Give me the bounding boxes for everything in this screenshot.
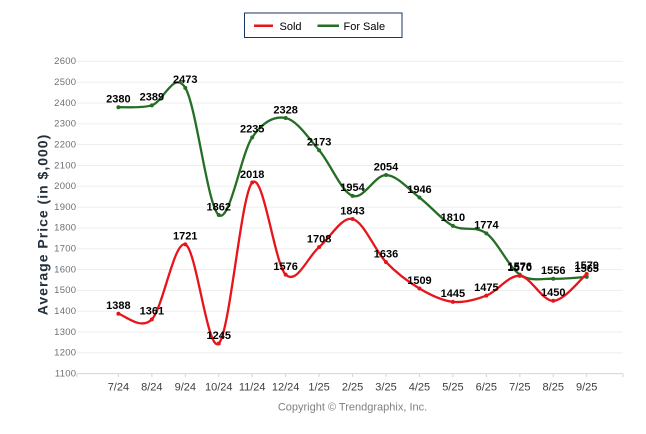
svg-text:1721: 1721 — [173, 231, 197, 243]
svg-text:9/24: 9/24 — [175, 382, 196, 394]
svg-text:1843: 1843 — [340, 205, 364, 217]
svg-text:2300: 2300 — [54, 119, 76, 130]
svg-text:1579: 1579 — [574, 260, 598, 272]
svg-text:Average Price (in $,000): Average Price (in $,000) — [35, 134, 51, 315]
svg-text:1774: 1774 — [474, 220, 499, 232]
svg-text:2/25: 2/25 — [342, 382, 363, 394]
svg-text:1245: 1245 — [207, 330, 231, 342]
svg-text:2328: 2328 — [273, 104, 297, 116]
svg-text:1862: 1862 — [207, 201, 231, 213]
svg-text:1200: 1200 — [54, 348, 76, 359]
svg-text:1708: 1708 — [307, 233, 331, 245]
svg-text:For Sale: For Sale — [344, 21, 386, 33]
svg-text:2235: 2235 — [240, 124, 264, 136]
svg-text:1445: 1445 — [441, 288, 465, 300]
svg-text:1475: 1475 — [474, 282, 498, 294]
svg-text:2380: 2380 — [106, 94, 130, 106]
svg-text:4/25: 4/25 — [409, 382, 430, 394]
svg-text:1900: 1900 — [54, 202, 76, 213]
svg-text:2389: 2389 — [140, 92, 164, 104]
svg-text:1576: 1576 — [273, 261, 297, 273]
svg-text:1565: 1565 — [574, 263, 598, 275]
svg-text:2054: 2054 — [374, 161, 399, 173]
svg-text:1570: 1570 — [508, 262, 532, 274]
svg-text:9/25: 9/25 — [576, 382, 597, 394]
svg-text:10/24: 10/24 — [205, 382, 233, 394]
svg-text:1509: 1509 — [407, 275, 431, 287]
svg-text:1576: 1576 — [508, 261, 532, 273]
svg-text:1800: 1800 — [54, 223, 76, 234]
svg-text:1700: 1700 — [54, 244, 76, 255]
svg-text:1600: 1600 — [54, 264, 76, 275]
svg-text:1954: 1954 — [340, 182, 365, 194]
svg-text:1450: 1450 — [541, 287, 565, 299]
svg-text:2500: 2500 — [54, 77, 76, 88]
svg-text:1/25: 1/25 — [308, 382, 329, 394]
svg-text:8/25: 8/25 — [543, 382, 564, 394]
svg-text:11/24: 11/24 — [239, 382, 266, 394]
svg-text:2100: 2100 — [54, 160, 76, 171]
svg-text:1556: 1556 — [541, 265, 565, 277]
svg-text:2473: 2473 — [173, 74, 197, 86]
svg-text:1361: 1361 — [140, 306, 164, 318]
svg-text:1500: 1500 — [54, 285, 76, 296]
svg-text:1636: 1636 — [374, 248, 398, 260]
svg-text:2600: 2600 — [54, 56, 76, 67]
svg-text:7/25: 7/25 — [509, 382, 530, 394]
svg-text:12/24: 12/24 — [272, 382, 300, 394]
svg-text:8/24: 8/24 — [141, 382, 162, 394]
svg-text:3/25: 3/25 — [375, 382, 396, 394]
svg-text:7/24: 7/24 — [108, 382, 129, 394]
svg-text:2400: 2400 — [54, 98, 76, 109]
svg-text:5/25: 5/25 — [442, 382, 463, 394]
svg-text:1400: 1400 — [54, 306, 76, 317]
svg-text:1300: 1300 — [54, 327, 76, 338]
svg-text:2018: 2018 — [240, 169, 264, 181]
svg-text:Sold: Sold — [280, 21, 302, 33]
svg-text:Copyright © Trendgraphix, Inc.: Copyright © Trendgraphix, Inc. — [278, 402, 427, 414]
svg-text:1388: 1388 — [106, 300, 130, 312]
svg-text:2000: 2000 — [54, 181, 76, 192]
svg-text:2200: 2200 — [54, 139, 76, 150]
svg-text:1100: 1100 — [55, 368, 76, 379]
svg-text:6/25: 6/25 — [476, 382, 497, 394]
svg-text:2173: 2173 — [307, 137, 331, 149]
svg-text:1810: 1810 — [441, 212, 465, 224]
svg-text:1946: 1946 — [407, 184, 431, 196]
